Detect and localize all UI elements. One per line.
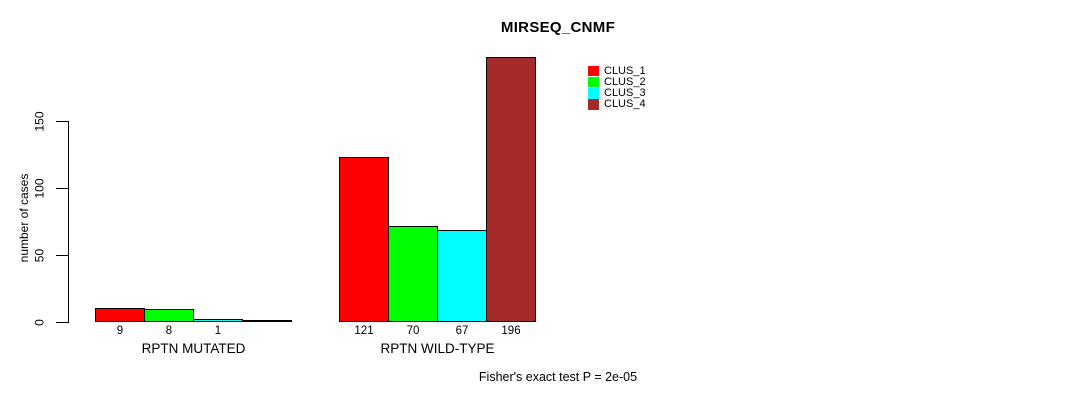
legend-label: CLUS_3 — [604, 87, 646, 100]
legend-swatch — [588, 76, 599, 88]
y-axis-tick — [56, 322, 68, 323]
bar — [193, 319, 243, 322]
y-axis-line — [68, 121, 69, 323]
group-label: RPTN MUTATED — [141, 341, 246, 356]
legend-swatch — [588, 65, 599, 76]
y-axis-tick-label: 0 — [32, 318, 47, 326]
bar-value-label: 1 — [214, 325, 222, 337]
bar-value-label: 9 — [116, 325, 124, 337]
bar — [388, 226, 438, 322]
bar — [339, 157, 389, 322]
y-axis-tick — [56, 255, 68, 256]
bar — [486, 57, 536, 322]
bar — [242, 320, 292, 322]
y-axis-tick — [56, 121, 68, 122]
bar — [95, 308, 145, 322]
bar — [144, 309, 194, 322]
legend-swatch — [588, 99, 599, 110]
y-axis-tick-label: 150 — [32, 110, 47, 132]
y-axis-tick-label: 50 — [32, 248, 47, 262]
chart-title: MIRSEQ_CNMF — [500, 19, 616, 36]
footnote: Fisher's exact test P = 2e-05 — [478, 370, 638, 384]
y-axis-label: number of cases — [17, 173, 31, 263]
bar-value-label: 121 — [354, 325, 374, 337]
y-axis-tick — [56, 188, 68, 189]
group-label: RPTN WILD-TYPE — [380, 341, 495, 356]
bar — [437, 230, 487, 322]
bar-value-label: 196 — [501, 325, 521, 337]
y-axis-tick-label: 100 — [32, 177, 47, 199]
bar-value-label: 67 — [455, 325, 469, 337]
legend-label: CLUS_2 — [604, 75, 646, 88]
legend-label: CLUS_4 — [604, 98, 646, 111]
bar-value-label: 8 — [165, 325, 173, 337]
legend-label: CLUS_1 — [604, 64, 646, 77]
legend-swatch — [588, 88, 599, 99]
bar-value-label: 70 — [406, 325, 420, 337]
